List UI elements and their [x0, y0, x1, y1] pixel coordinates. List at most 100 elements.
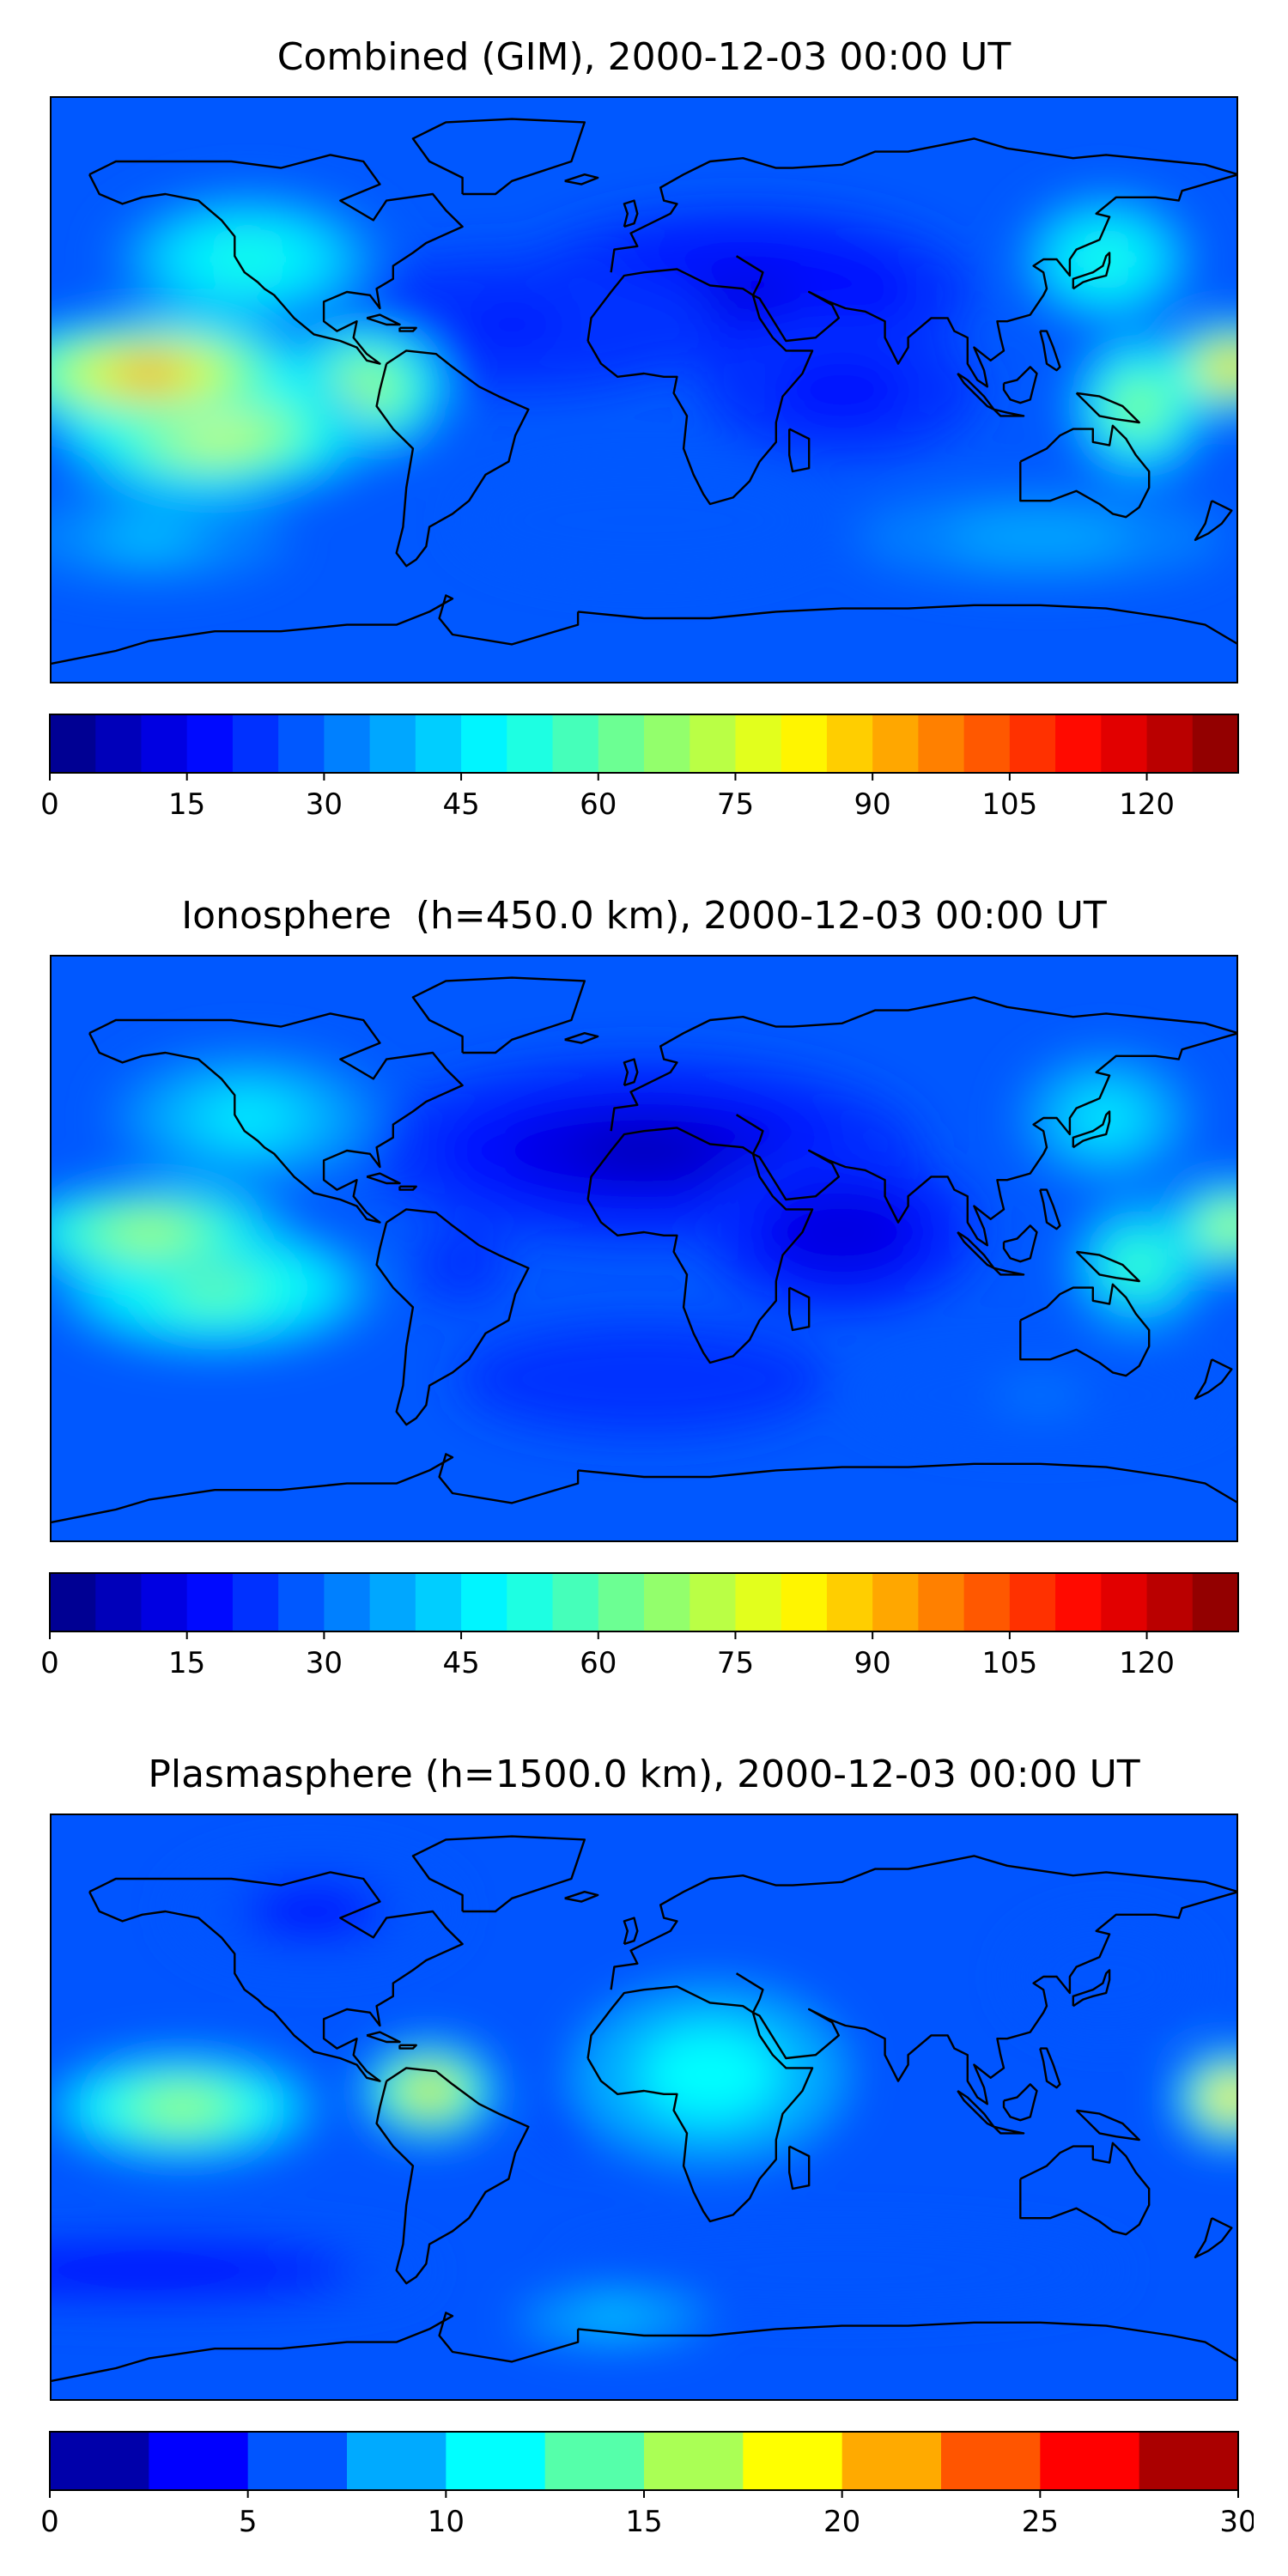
colorbar-segment	[644, 2432, 744, 2490]
colorbar-tick-label: 90	[854, 1646, 891, 1680]
colorbar-tick-label: 0	[40, 1646, 59, 1680]
coastline	[610, 996, 1238, 1132]
contour-region	[451, 1255, 475, 1274]
panel-combined: Combined (GIM), 2000-12-03 00:00 UT 0 15 3…	[0, 0, 1288, 859]
colorbar: 0 15 30 45 60 75 90 105 120	[40, 714, 1239, 822]
coastline	[50, 594, 580, 665]
contour-region	[108, 360, 190, 387]
colorbar-segment	[963, 714, 1011, 773]
coastline	[50, 1453, 580, 1524]
coastline	[375, 349, 530, 568]
coastline	[375, 1208, 530, 1426]
coastline	[366, 1172, 401, 1185]
colorbar-segment	[141, 714, 188, 773]
coastline	[1039, 330, 1061, 372]
colorbar-segment	[1192, 714, 1239, 773]
coastline	[1194, 1358, 1233, 1400]
colorbar-segment	[232, 714, 279, 773]
contour-region	[413, 2079, 446, 2103]
colorbar-tick-label: 75	[717, 787, 754, 822]
contour-region	[993, 1383, 1087, 1407]
contour-region	[807, 373, 878, 407]
colorbar-tick-label: 120	[1119, 787, 1175, 822]
coastline	[1072, 252, 1111, 290]
coastline	[398, 2044, 417, 2050]
coastline	[788, 2145, 811, 2190]
colorbar-segment	[872, 1573, 919, 1631]
coastline	[1002, 2083, 1038, 2122]
colorbar-frame	[49, 1572, 1239, 1632]
coastline	[788, 428, 811, 473]
coastline	[957, 2089, 995, 2128]
coastline	[411, 118, 586, 196]
colorbar-segment	[644, 1573, 690, 1631]
colorbar-segment	[149, 2432, 249, 2490]
coastline	[366, 313, 401, 326]
colorbar-tick-label: 60	[580, 1646, 617, 1680]
colorbar-segment	[1101, 714, 1148, 773]
coastline	[1019, 2142, 1151, 2236]
colorbar-segment	[446, 2432, 546, 2490]
contour-region	[1083, 242, 1130, 276]
coastline	[88, 1012, 464, 1224]
coastline	[50, 2312, 580, 2383]
contour-region	[1121, 387, 1157, 425]
colorbar-segment	[415, 714, 462, 773]
colorbar-segment	[781, 714, 828, 773]
panel-plasmasphere: Plasmasphere (h=1500.0 km), 2000-12-03 0…	[0, 1717, 1288, 2576]
colorbar-tick-label: 30	[1219, 2505, 1254, 2539]
colorbar-segment	[461, 1573, 507, 1631]
colorbar-segment	[347, 2432, 447, 2490]
contour-region	[279, 1898, 349, 1925]
colorbar-segment	[507, 714, 554, 773]
colorbar-tick-label: 0	[40, 2505, 59, 2539]
panel-title: Combined (GIM), 2000-12-03 00:00 UT	[276, 35, 1012, 79]
colorbar-segment	[369, 714, 416, 773]
contour-region	[685, 271, 801, 313]
coastline	[1075, 392, 1140, 424]
colorbar-tick-label: 0	[40, 787, 59, 822]
coastline	[610, 137, 1238, 273]
contour-region	[1083, 1963, 1130, 1990]
coastline	[577, 2321, 1238, 2363]
contour-region	[587, 2313, 635, 2325]
coastline	[623, 1917, 639, 1946]
colorbar-segment	[826, 714, 873, 773]
coastline	[586, 1985, 814, 2223]
contour-region	[598, 507, 690, 534]
coastline	[1194, 500, 1233, 541]
colorbar-segment	[324, 1573, 371, 1631]
panel-ionosphere: Ionosphere (h=450.0 km), 2000-12-03 00:0…	[0, 859, 1288, 1717]
colorbar-tick-label: 25	[1022, 2505, 1059, 2539]
coastline	[398, 1185, 417, 1191]
map-frame	[50, 1814, 1238, 2401]
contour-region	[113, 525, 184, 549]
coastline	[1072, 1969, 1111, 2008]
contour-region	[147, 2093, 217, 2121]
coastline	[610, 1855, 1238, 1990]
colorbar-tick-label: 45	[442, 1646, 479, 1680]
colorbar-segment	[1055, 714, 1102, 773]
coastline	[1002, 366, 1038, 404]
contour-region	[993, 525, 1087, 549]
coastline	[577, 604, 1238, 646]
colorbar-segment	[50, 2432, 149, 2490]
colorbar-segment	[918, 1573, 965, 1631]
colorbar-segment	[50, 714, 96, 773]
coastline	[398, 326, 417, 332]
colorbar-segment	[278, 1573, 325, 1631]
contour-region	[459, 307, 564, 342]
contour-region	[113, 1220, 184, 1244]
colorbar-tick-label: 10	[428, 2505, 465, 2539]
colorbar-segment	[95, 714, 143, 773]
colorbar-tick-label: 20	[823, 2505, 860, 2539]
coastline	[957, 372, 995, 410]
coastline	[375, 2067, 530, 2285]
colorbar-tick-label: 30	[306, 787, 343, 822]
colorbar-tick-label: 15	[168, 787, 205, 822]
colorbar-segment	[1146, 1573, 1194, 1631]
coastline	[735, 1891, 1238, 2105]
map-frame	[50, 955, 1238, 1542]
coastline	[993, 1267, 1025, 1276]
colorbar-segment	[552, 714, 599, 773]
